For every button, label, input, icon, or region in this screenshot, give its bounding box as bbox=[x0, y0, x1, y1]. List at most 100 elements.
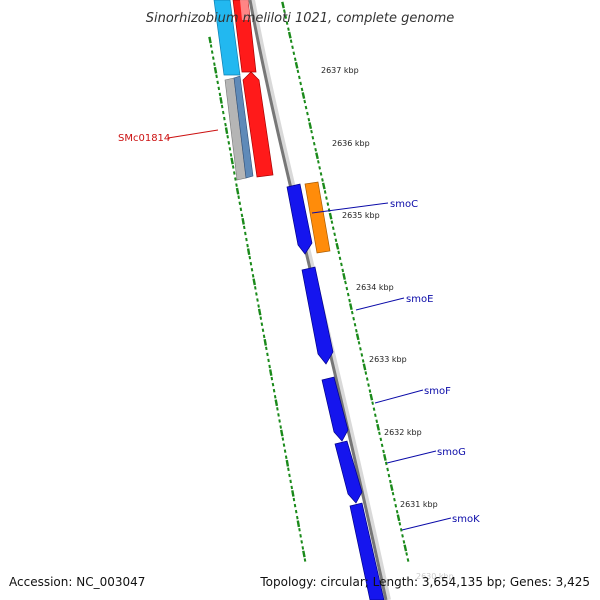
tick-mark bbox=[291, 490, 295, 497]
map-title: Sinorhizobium meliloti 1021, complete ge… bbox=[146, 11, 455, 26]
gene-feature-red-arrow[interactable] bbox=[242, 71, 274, 178]
tick-mark bbox=[314, 147, 317, 152]
tick-mark bbox=[284, 15, 288, 19]
tick-mark bbox=[252, 278, 256, 286]
tick-mark bbox=[241, 217, 245, 225]
scale-label: 2631 kbp bbox=[400, 500, 438, 509]
tick-mark bbox=[249, 261, 253, 266]
tick-mark bbox=[311, 135, 315, 140]
tick-mark bbox=[345, 286, 349, 291]
gene-label-SMc01814[interactable]: SMc01814 bbox=[118, 133, 170, 144]
tick-mark bbox=[375, 419, 379, 424]
tick-mark bbox=[355, 328, 358, 333]
tick-mark bbox=[260, 322, 264, 326]
tick-mark bbox=[317, 160, 320, 164]
gene-feature-highlight bbox=[240, 0, 250, 20]
tick-mark bbox=[284, 455, 288, 459]
gene-feature-orange[interactable] bbox=[304, 181, 331, 254]
gene-feature-smoF[interactable] bbox=[321, 376, 349, 442]
gene-label-smoF[interactable]: smoF bbox=[424, 386, 451, 397]
tick-mark bbox=[235, 187, 240, 195]
tick-mark bbox=[276, 407, 279, 411]
tick-mark bbox=[224, 122, 227, 127]
tick-mark bbox=[209, 44, 213, 48]
tick-mark bbox=[337, 250, 341, 255]
tick-mark bbox=[349, 303, 353, 311]
tick-mark bbox=[245, 237, 248, 242]
tick-mark bbox=[296, 515, 299, 520]
tick-mark bbox=[310, 129, 313, 134]
gene-feature-smoE[interactable] bbox=[301, 266, 334, 365]
tick-mark bbox=[291, 45, 294, 50]
tick-mark bbox=[257, 304, 260, 308]
tick-mark bbox=[268, 364, 271, 369]
gene-label-smoG[interactable]: smoG bbox=[437, 447, 466, 458]
gene-feature-smoC[interactable] bbox=[286, 183, 313, 255]
tick-mark bbox=[308, 122, 313, 130]
tick-mark bbox=[362, 363, 367, 371]
scale-label: 2635 kbp bbox=[342, 211, 380, 220]
tick-mark bbox=[296, 520, 301, 528]
tick-mark bbox=[218, 92, 222, 97]
tick-mark bbox=[367, 383, 370, 387]
tick-mark bbox=[273, 395, 277, 399]
tick-mark bbox=[250, 268, 254, 272]
gene-label-smoC[interactable]: smoC bbox=[390, 199, 418, 210]
tick-mark bbox=[353, 322, 357, 327]
gene-label-smoE[interactable]: smoE bbox=[406, 294, 433, 305]
tick-mark bbox=[368, 389, 372, 393]
tick-mark bbox=[331, 226, 335, 231]
scale-label: 2637 kbp bbox=[321, 66, 359, 75]
tick-mark bbox=[251, 274, 255, 278]
gene-label-smoK[interactable]: smoK bbox=[452, 514, 480, 525]
tick-mark bbox=[270, 376, 274, 381]
tick-mark bbox=[374, 413, 377, 418]
tick-mark bbox=[379, 437, 383, 442]
tick-mark bbox=[365, 377, 369, 381]
tick-mark bbox=[257, 308, 262, 316]
tick-mark bbox=[254, 286, 257, 290]
tick-mark bbox=[287, 31, 292, 39]
tick-mark bbox=[391, 491, 395, 496]
tick-mark bbox=[376, 423, 380, 431]
tick-mark bbox=[389, 479, 392, 484]
tick-mark bbox=[387, 473, 391, 478]
tick-mark bbox=[318, 166, 321, 170]
tick-mark bbox=[282, 443, 286, 447]
gene-feature-cyan[interactable] bbox=[213, 0, 241, 76]
tick-mark bbox=[235, 183, 238, 187]
tick-mark bbox=[321, 178, 324, 182]
tick-mark bbox=[355, 333, 360, 341]
tick-mark bbox=[344, 280, 347, 285]
gene-feature-red[interactable] bbox=[232, 0, 257, 73]
tick-mark bbox=[237, 195, 240, 199]
tick-mark bbox=[361, 359, 365, 363]
tick-mark bbox=[394, 503, 398, 508]
tick-mark bbox=[348, 298, 351, 303]
tick-mark bbox=[222, 110, 225, 115]
feature-track bbox=[213, 0, 385, 600]
tick-mark bbox=[350, 310, 354, 315]
gene-feature-steel[interactable] bbox=[233, 75, 254, 179]
tick-mark bbox=[303, 558, 307, 562]
gene-feature-smoG[interactable] bbox=[334, 440, 363, 504]
tick-mark bbox=[223, 116, 226, 121]
label-leaders bbox=[167, 129, 452, 531]
tick-mark bbox=[405, 552, 408, 556]
tick-track-right bbox=[281, 1, 410, 562]
scale-label: 2636 kbp bbox=[332, 139, 370, 148]
tick-mark bbox=[216, 80, 219, 85]
gene-feature-smoK[interactable] bbox=[349, 502, 385, 600]
tick-mark bbox=[212, 56, 215, 60]
tick-mark bbox=[272, 388, 276, 393]
tick-mark bbox=[296, 69, 300, 74]
tick-mark bbox=[364, 371, 368, 375]
tick-mark bbox=[312, 141, 316, 146]
tick-mark bbox=[239, 207, 243, 212]
tick-mark bbox=[403, 544, 408, 552]
tick-mark bbox=[357, 341, 361, 345]
tick-mark bbox=[298, 75, 301, 80]
tick-mark bbox=[334, 238, 338, 243]
tick-mark bbox=[328, 212, 333, 220]
